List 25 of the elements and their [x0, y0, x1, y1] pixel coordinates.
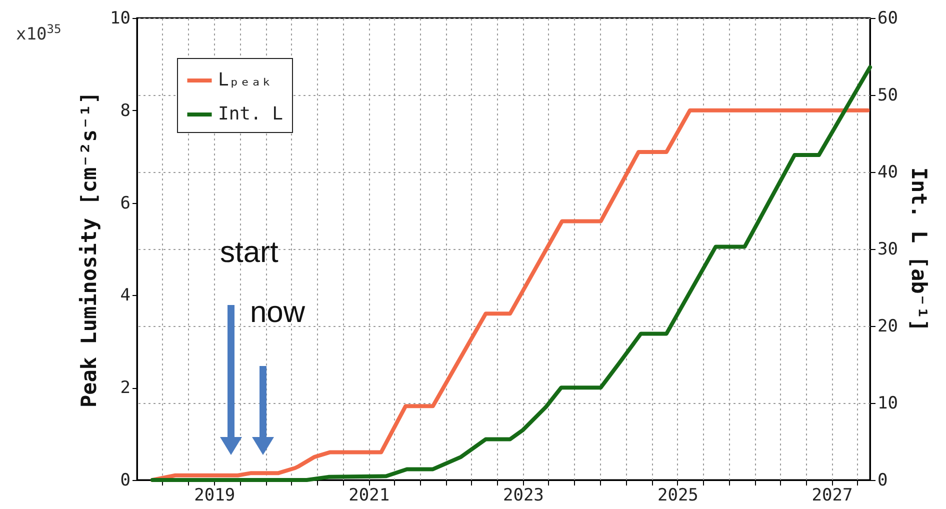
y-tick-label: 4	[120, 286, 130, 306]
y2-tick-label: 0	[878, 470, 888, 490]
y-axis-title: Peak Luminosity [cm⁻²s⁻¹]	[77, 91, 102, 408]
x-tick-label: 2021	[348, 486, 390, 506]
y-tick-label: 2	[120, 378, 130, 398]
y2-tick-label: 30	[878, 240, 898, 260]
x-tick-label: 2019	[194, 486, 236, 506]
y2-tick-label: 60	[878, 8, 898, 28]
y2-tick-label: 50	[878, 86, 898, 106]
y-tick-label: 10	[110, 8, 130, 28]
y-tick-label: 6	[120, 193, 130, 214]
y2-tick-label: 20	[878, 316, 898, 336]
annotation: now	[250, 296, 306, 330]
legend-label: Lₚₑₐₖ	[218, 70, 272, 90]
y2-tick-label: 40	[878, 162, 898, 182]
y2-tick-label: 10	[878, 394, 898, 414]
annotation: start	[220, 236, 278, 270]
text: x10$^{35}$	[16, 22, 62, 45]
y-tick-label: 8	[120, 100, 130, 121]
legend-label: Int. L	[218, 104, 284, 124]
x-tick-label: 2027	[812, 486, 853, 506]
y-tick-label: 0	[120, 470, 130, 490]
x-tick-label: 2023	[502, 486, 544, 506]
y2-axis-title: Int. L [ab⁻¹]	[906, 167, 931, 332]
x-tick-label: 2025	[657, 486, 698, 506]
